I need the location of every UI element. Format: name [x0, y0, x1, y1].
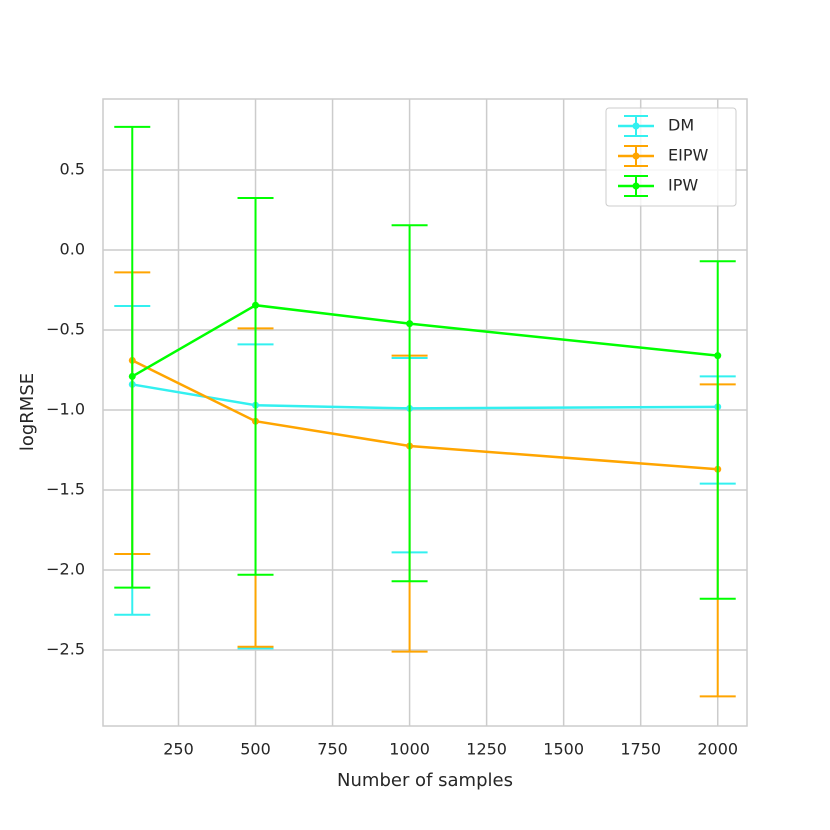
y-tick-label: −1.5	[46, 480, 85, 499]
y-tick-label: −1.0	[46, 400, 85, 419]
point	[406, 320, 414, 328]
series-line	[131, 303, 718, 378]
x-axis-label: Number of samples	[337, 770, 513, 791]
point	[128, 372, 136, 380]
x-tick-label: 750	[317, 740, 348, 759]
x-tick-label: 250	[163, 740, 194, 759]
x-tick-label: 1500	[543, 740, 584, 759]
y-tick-label: −2.0	[46, 560, 85, 579]
y-tick-label: −0.5	[46, 320, 85, 339]
legend-label: EIPW	[668, 146, 708, 165]
legend-marker	[632, 152, 640, 160]
x-tick-label: 1000	[389, 740, 430, 759]
x-tick-label: 500	[240, 740, 271, 759]
point	[714, 352, 722, 360]
series-line	[132, 383, 718, 410]
y-tick-label: −2.5	[46, 640, 85, 659]
point	[252, 301, 260, 309]
legend-box	[605, 107, 737, 207]
x-tick-label: 1250	[466, 740, 507, 759]
x-tick-label: 1750	[620, 740, 661, 759]
y-tick-label: 0.0	[60, 240, 85, 259]
legend-marker	[632, 122, 640, 130]
legend-marker	[632, 182, 640, 190]
x-tick-label: 2000	[697, 740, 738, 759]
y-axis-label: logRMSE	[17, 373, 38, 451]
plot-frame	[102, 98, 748, 727]
series-line	[131, 359, 718, 471]
legend-label: IPW	[668, 176, 698, 195]
y-tick-label: 0.5	[60, 160, 85, 179]
legend-label: DM	[668, 116, 694, 135]
